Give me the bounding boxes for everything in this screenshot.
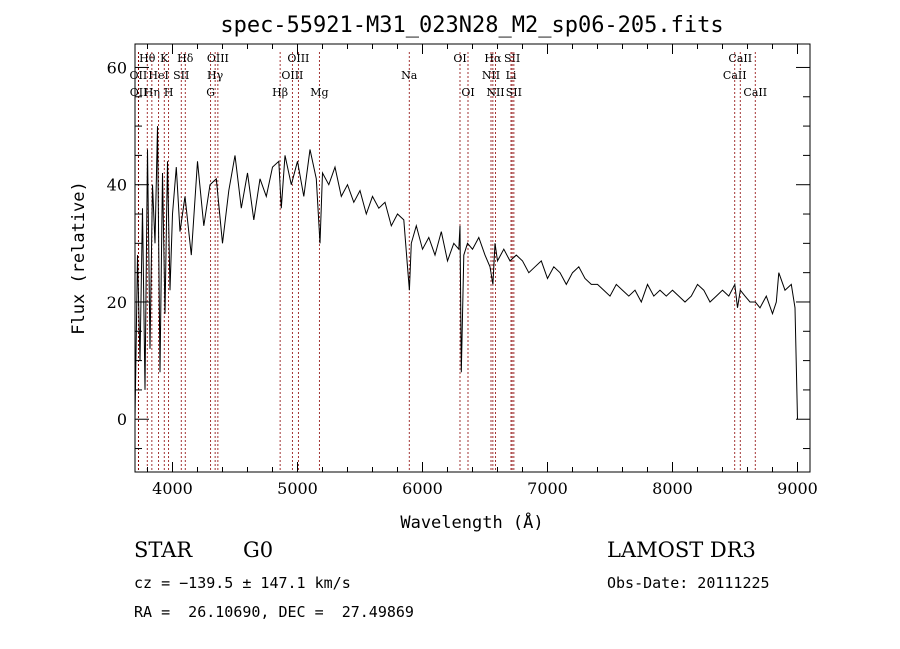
line-marker-label: H xyxy=(164,86,174,99)
line-marker-label: Na xyxy=(401,69,418,82)
line-marker-label: CaII xyxy=(728,52,752,65)
line-marker-label: OI xyxy=(453,52,466,65)
object-class: STAR xyxy=(134,538,193,562)
spectrum-line xyxy=(134,126,798,420)
line-marker-label: Li xyxy=(506,69,517,82)
line-marker-label: SII xyxy=(504,52,520,65)
y-axis-label: Flux (relative) xyxy=(69,181,89,335)
y-tick-label: 40 xyxy=(107,176,127,195)
line-marker-label: CaII xyxy=(723,69,747,82)
line-marker-label: OII xyxy=(130,86,148,99)
spectrum-series xyxy=(134,126,798,420)
line-marker-label: Hγ xyxy=(207,69,224,82)
line-marker-label: OIII xyxy=(287,52,309,65)
x-tick-label: 7000 xyxy=(527,479,568,498)
line-marker-label: G xyxy=(206,86,215,99)
x-tick-label: 5000 xyxy=(277,479,318,498)
observation-date: Obs-Date: 20111225 xyxy=(607,574,770,592)
redshift-velocity: cz = −139.5 ± 147.1 km/s xyxy=(134,574,351,592)
y-tick-label: 60 xyxy=(107,58,127,77)
chart-title: spec-55921-M31_023N28_M2_sp06-205.fits xyxy=(220,13,723,38)
line-marker-label: Mg xyxy=(310,86,328,99)
x-axis-label: Wavelength (Å) xyxy=(400,511,543,533)
x-tick-label: 6000 xyxy=(402,479,443,498)
y-tick-label: 20 xyxy=(107,293,127,312)
line-marker-label: Hθ xyxy=(139,52,156,65)
line-marker-label: CaII xyxy=(743,86,767,99)
line-marker-label: Hη xyxy=(144,86,160,99)
plot-frame xyxy=(134,43,811,473)
line-marker-label: SII xyxy=(506,86,522,99)
survey-name: LAMOST DR3 xyxy=(607,538,756,562)
sky-coordinates: RA = 26.10690, DEC = 27.49869 xyxy=(134,603,414,621)
line-marker-label: NII xyxy=(482,69,500,82)
line-marker-label: OIII xyxy=(281,69,303,82)
spectral-subclass: G0 xyxy=(243,538,274,562)
line-marker-label: Hδ xyxy=(177,52,194,65)
line-marker-label: Hα xyxy=(484,52,502,65)
line-marker-label: Hβ xyxy=(272,86,288,99)
x-tick-label: 4000 xyxy=(152,479,193,498)
line-marker-label: K xyxy=(160,52,169,65)
line-marker-label: HeI xyxy=(148,69,168,82)
line-marker-label: SII xyxy=(173,69,189,82)
line-marker-label: OI xyxy=(461,86,474,99)
spectrum-chart: spec-55921-M31_023N28_M2_sp06-205.fits H… xyxy=(69,13,818,533)
y-tick-label: 0 xyxy=(117,410,127,429)
axes: 4000 5000 6000 7000 8000 9000 0 20 40 60 xyxy=(107,43,818,498)
x-tick-label: 8000 xyxy=(652,479,693,498)
line-marker-label: OII xyxy=(130,69,148,82)
line-marker-label: OIII xyxy=(207,52,229,65)
line-marker-label: NII xyxy=(486,86,504,99)
x-tick-label: 9000 xyxy=(777,479,818,498)
